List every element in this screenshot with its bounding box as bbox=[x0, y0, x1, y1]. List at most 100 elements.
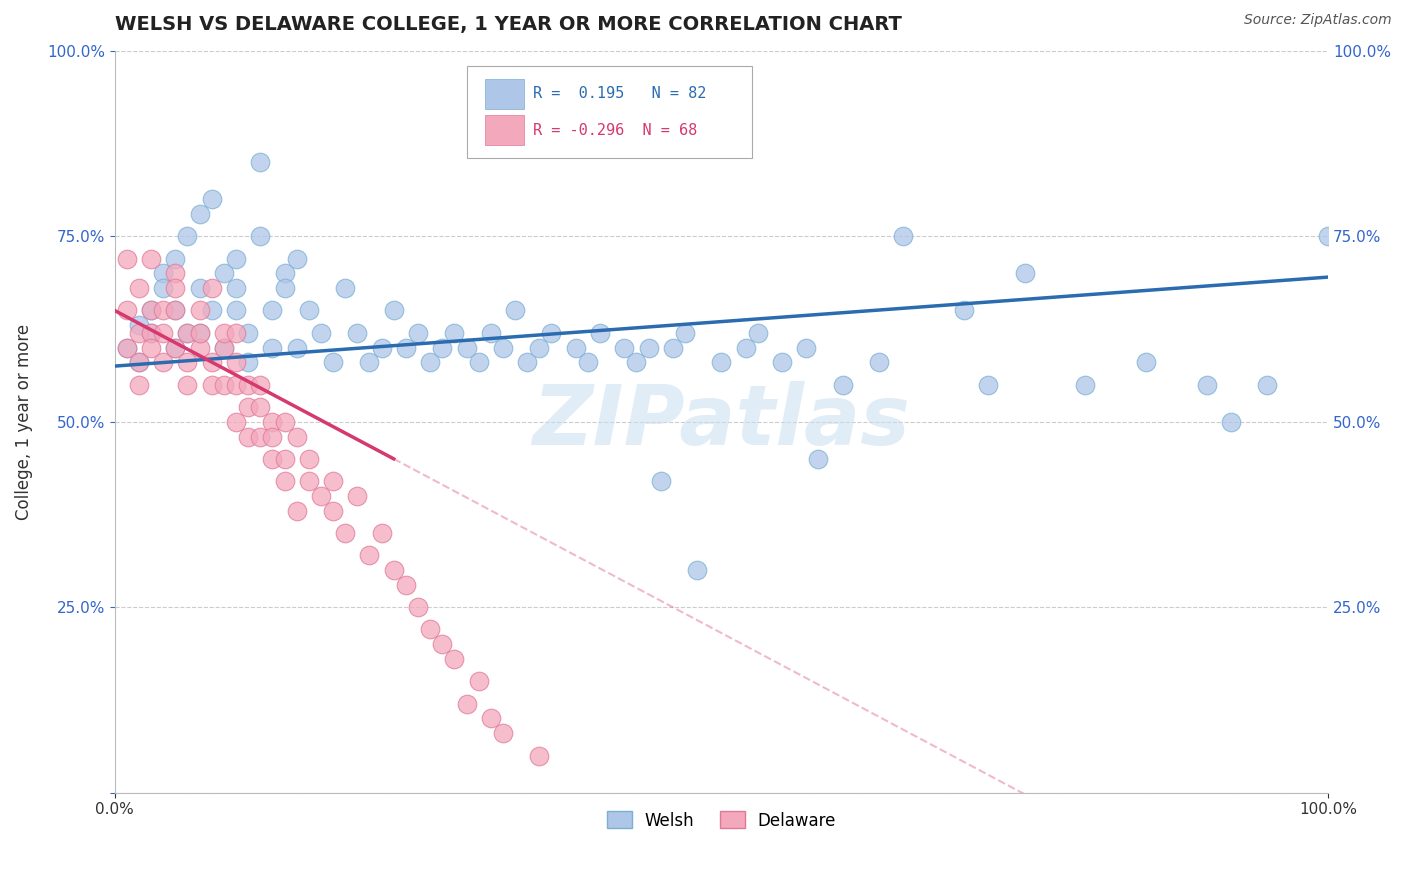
FancyBboxPatch shape bbox=[467, 66, 752, 159]
Point bbox=[1195, 377, 1218, 392]
Point bbox=[176, 229, 198, 244]
Text: R =  0.195   N = 82: R = 0.195 N = 82 bbox=[533, 87, 707, 102]
Point bbox=[516, 355, 538, 369]
Point bbox=[201, 192, 224, 206]
Point bbox=[443, 326, 465, 340]
Point bbox=[249, 400, 271, 414]
Point bbox=[794, 341, 817, 355]
Point bbox=[734, 341, 756, 355]
Point bbox=[322, 474, 344, 488]
Point bbox=[139, 303, 162, 318]
Point bbox=[152, 326, 174, 340]
Point bbox=[309, 489, 332, 503]
Point bbox=[529, 748, 551, 763]
Point bbox=[225, 303, 247, 318]
Point bbox=[335, 281, 357, 295]
Point bbox=[212, 326, 235, 340]
Point bbox=[770, 355, 793, 369]
Point bbox=[807, 451, 830, 466]
Point bbox=[236, 355, 259, 369]
Text: ZIPatlas: ZIPatlas bbox=[533, 381, 910, 462]
Point bbox=[382, 303, 405, 318]
Point bbox=[626, 355, 648, 369]
Text: R = -0.296  N = 68: R = -0.296 N = 68 bbox=[533, 123, 697, 137]
Point bbox=[359, 549, 381, 563]
Point bbox=[165, 303, 187, 318]
Point bbox=[128, 318, 150, 333]
Point bbox=[188, 303, 211, 318]
Point bbox=[115, 252, 138, 266]
Point bbox=[686, 563, 709, 577]
Point bbox=[395, 578, 418, 592]
Point bbox=[249, 155, 271, 169]
Point bbox=[128, 281, 150, 295]
Point bbox=[432, 341, 454, 355]
Point bbox=[298, 474, 321, 488]
Point bbox=[139, 303, 162, 318]
Point bbox=[650, 474, 672, 488]
Point bbox=[273, 266, 295, 280]
Point bbox=[977, 377, 1000, 392]
Point bbox=[152, 303, 174, 318]
Point bbox=[139, 326, 162, 340]
Point bbox=[673, 326, 696, 340]
Point bbox=[346, 489, 368, 503]
Point bbox=[273, 281, 295, 295]
Point bbox=[868, 355, 890, 369]
Point bbox=[236, 326, 259, 340]
Point bbox=[1317, 229, 1340, 244]
Point bbox=[139, 252, 162, 266]
Point bbox=[346, 326, 368, 340]
Point bbox=[165, 266, 187, 280]
Point bbox=[201, 377, 224, 392]
Point bbox=[152, 355, 174, 369]
Point bbox=[298, 451, 321, 466]
Point bbox=[273, 451, 295, 466]
Point bbox=[249, 377, 271, 392]
Point bbox=[225, 377, 247, 392]
Point bbox=[382, 563, 405, 577]
Point bbox=[273, 415, 295, 429]
Point bbox=[285, 504, 308, 518]
Point bbox=[309, 326, 332, 340]
Point bbox=[662, 341, 685, 355]
Point bbox=[1135, 355, 1157, 369]
Point bbox=[128, 326, 150, 340]
Point bbox=[406, 600, 429, 615]
Point bbox=[419, 355, 441, 369]
Point bbox=[176, 377, 198, 392]
Point bbox=[322, 355, 344, 369]
Point bbox=[262, 429, 284, 443]
Point bbox=[503, 303, 526, 318]
Point bbox=[165, 341, 187, 355]
Point bbox=[370, 341, 392, 355]
Point bbox=[285, 341, 308, 355]
Point bbox=[128, 355, 150, 369]
Point bbox=[115, 303, 138, 318]
Point bbox=[710, 355, 733, 369]
Point bbox=[249, 229, 271, 244]
Point bbox=[249, 429, 271, 443]
Point bbox=[747, 326, 769, 340]
Point bbox=[479, 326, 502, 340]
Text: WELSH VS DELAWARE COLLEGE, 1 YEAR OR MORE CORRELATION CHART: WELSH VS DELAWARE COLLEGE, 1 YEAR OR MOR… bbox=[115, 15, 901, 34]
Point bbox=[359, 355, 381, 369]
Point bbox=[225, 326, 247, 340]
Point bbox=[285, 252, 308, 266]
Point bbox=[139, 326, 162, 340]
Point bbox=[128, 355, 150, 369]
Point bbox=[225, 281, 247, 295]
Point bbox=[335, 526, 357, 541]
Point bbox=[395, 341, 418, 355]
Bar bbox=[485, 79, 523, 109]
Point bbox=[467, 674, 489, 689]
Point bbox=[176, 355, 198, 369]
Point bbox=[188, 326, 211, 340]
Point bbox=[225, 252, 247, 266]
Point bbox=[236, 400, 259, 414]
Point bbox=[152, 281, 174, 295]
Point bbox=[152, 266, 174, 280]
Point bbox=[188, 207, 211, 221]
Point bbox=[1014, 266, 1036, 280]
Point bbox=[236, 377, 259, 392]
